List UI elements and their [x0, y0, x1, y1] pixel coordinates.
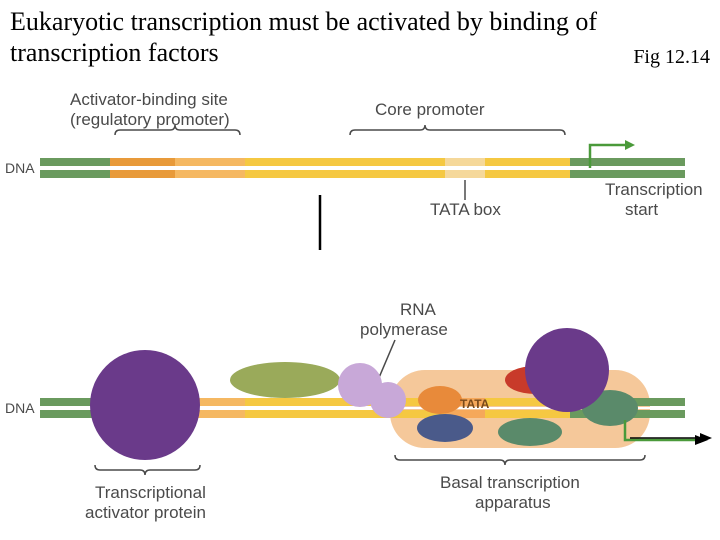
apparatus-text: apparatus: [475, 493, 551, 512]
activator-protein-label: Transcriptional: [95, 483, 206, 503]
transcription-complex: [0, 0, 720, 540]
basal-text: Basal transcription: [440, 473, 580, 492]
activator-protein-text2: activator protein: [85, 503, 206, 522]
activator-protein-label2: activator protein: [85, 503, 206, 523]
activator-protein-text: Transcriptional: [95, 483, 206, 502]
basal-label: Basal transcription: [440, 473, 580, 493]
tata-small-text: TATA: [460, 397, 489, 411]
tata-small-label: TATA: [460, 397, 489, 411]
apparatus-label: apparatus: [475, 493, 551, 513]
